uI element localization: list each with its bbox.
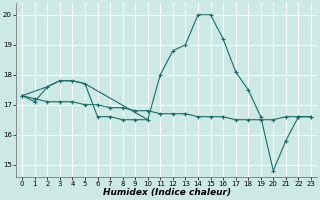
X-axis label: Humidex (Indice chaleur): Humidex (Indice chaleur) (102, 188, 231, 197)
